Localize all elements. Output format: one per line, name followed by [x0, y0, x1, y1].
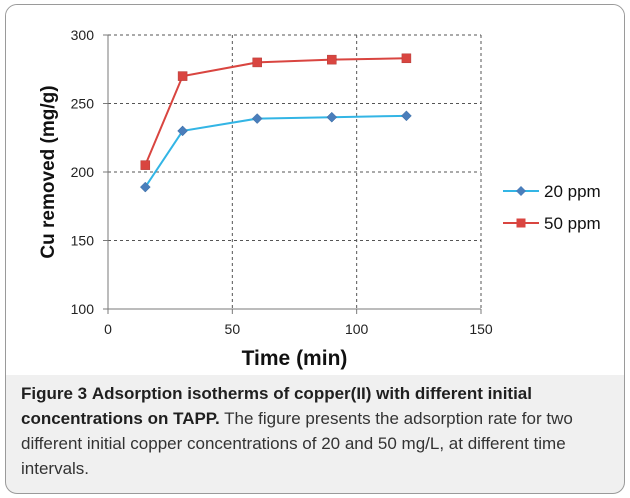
- caption-body: The figure presents the adsorption rate …: [21, 409, 573, 478]
- legend-marker-square: [516, 218, 526, 228]
- y-tick-label: 150: [71, 233, 95, 249]
- x-tick-label: 100: [345, 321, 369, 337]
- data-point-square: [177, 71, 188, 81]
- chart-area: 100 150 200 250 300 0 50 100 150 Time (min) Cu rem…: [6, 5, 624, 375]
- x-tick-label: 50: [225, 321, 241, 337]
- legend-marker-diamond: [516, 186, 526, 196]
- data-point-diamond: [401, 110, 412, 122]
- data-point-diamond: [326, 111, 338, 123]
- x-axis-title: Time (min): [242, 347, 348, 370]
- figure-caption: Figure 3 Adsorption isotherms of copper(…: [21, 381, 613, 481]
- y-tick-label: 100: [71, 301, 95, 317]
- y-axis-title: Cu removed (mg/g): [38, 85, 59, 258]
- x-tick-label: 150: [469, 321, 493, 337]
- data-point-square: [401, 53, 412, 64]
- y-tick-label: 300: [71, 27, 95, 43]
- y-tick-label: 200: [71, 164, 95, 180]
- data-point-diamond: [251, 113, 263, 124]
- data-point-square: [327, 54, 337, 65]
- line-chart: 100 150 200 250 300 0 50 100 150 Time (min) Cu rem…: [38, 27, 601, 370]
- data-point-diamond: [139, 181, 151, 193]
- x-tick-label: 0: [104, 321, 112, 337]
- y-tick-label: 250: [71, 96, 95, 112]
- legend-label-1: 20 ppm: [544, 182, 601, 201]
- caption-title: Adsorption isotherms of copper(II) with …: [21, 384, 532, 428]
- data-point-square: [252, 57, 262, 68]
- figure-frame: 100 150 200 250 300 0 50 100 150 Time (min) Cu rem…: [5, 4, 625, 494]
- data-point-square: [140, 160, 151, 170]
- data-point-diamond: [177, 125, 188, 137]
- caption-label: Figure 3: [21, 384, 88, 403]
- legend-label-2: 50 ppm: [544, 214, 601, 233]
- series-line-1: [144, 114, 407, 188]
